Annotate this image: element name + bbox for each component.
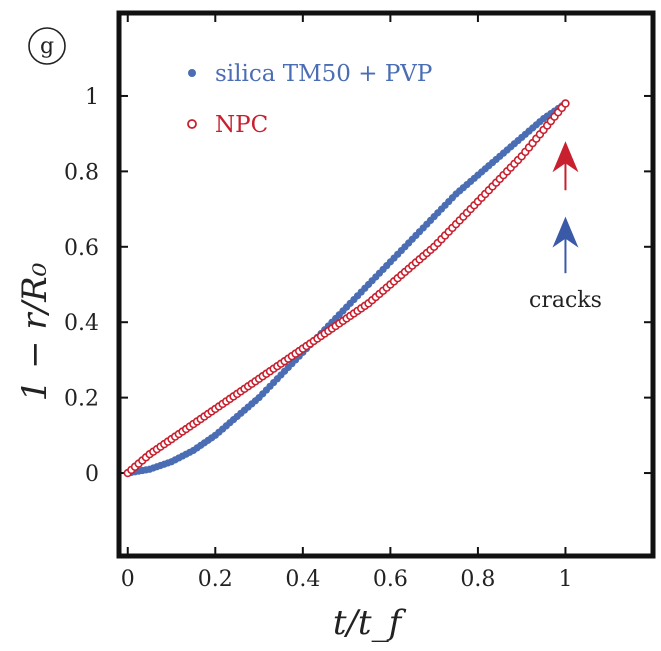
plot-frame (116, 10, 656, 559)
legend-marker (187, 119, 197, 129)
x-tick-label: 0.2 (198, 567, 233, 592)
x-tick-label: 1 (558, 567, 572, 592)
legend-marker (188, 69, 196, 77)
y-tick-label: 1 (85, 85, 99, 110)
panel-label-text: g (40, 34, 54, 59)
data-point (561, 99, 570, 108)
legend: silica TM50 + PVP NPC (187, 61, 432, 138)
x-tick-label: 0.6 (373, 567, 408, 592)
x-tick-label: 0 (121, 567, 135, 592)
series-silica (124, 99, 570, 477)
data-series (123, 99, 570, 478)
arrow-head (552, 141, 579, 173)
panel-label-circle (28, 27, 66, 65)
y-axis-label: 1 − r/R₀ (15, 262, 55, 401)
annotation-arrow (552, 216, 579, 274)
annotations: cracks (529, 288, 602, 313)
ticks (119, 13, 653, 556)
x-tick-label: 0.8 (460, 567, 495, 592)
y-tick-label: 0.6 (64, 236, 99, 261)
y-tick-label: 0.8 (64, 160, 99, 185)
annotation-arrow (552, 141, 579, 191)
arrow-head (552, 216, 579, 248)
y-tick-label: 0.4 (64, 311, 99, 336)
legend-label: silica TM50 + PVP (215, 61, 432, 87)
x-axis-label: t/t_f (333, 603, 407, 643)
y-tick-label: 0 (85, 462, 99, 487)
x-tick-label: 0.4 (285, 567, 320, 592)
series-npc (123, 99, 570, 478)
tick-labels: 0 0.2 0.4 0.6 0.8 1 0 0.2 0.4 0.6 0.8 1 (64, 85, 572, 592)
legend-label: NPC (215, 112, 268, 138)
panel-label: g (28, 27, 66, 65)
annotation-cracks: cracks (529, 288, 602, 313)
axes-frame (116, 10, 656, 559)
y-tick-label: 0.2 (64, 387, 99, 412)
annotation-arrows (552, 141, 579, 274)
